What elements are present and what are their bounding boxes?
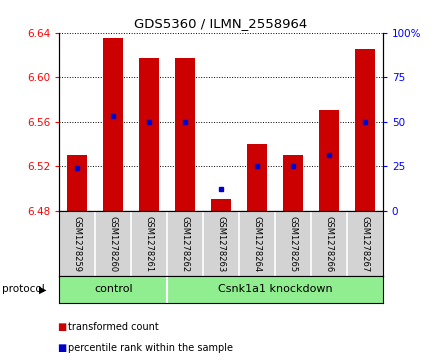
Bar [283, 155, 303, 211]
Text: protocol: protocol [2, 285, 45, 294]
Text: GSM1278259: GSM1278259 [73, 216, 82, 272]
Text: control: control [94, 285, 132, 294]
Text: Csnk1a1 knockdown: Csnk1a1 knockdown [218, 285, 332, 294]
Text: percentile rank within the sample: percentile rank within the sample [68, 343, 233, 354]
Title: GDS5360 / ILMN_2558964: GDS5360 / ILMN_2558964 [135, 17, 308, 30]
Bar [175, 58, 195, 211]
Text: GSM1278261: GSM1278261 [145, 216, 154, 272]
Text: GSM1278266: GSM1278266 [324, 216, 334, 272]
Bar [139, 58, 159, 211]
Text: GSM1278263: GSM1278263 [216, 216, 226, 272]
Text: transformed count: transformed count [68, 322, 159, 332]
Text: GSM1278260: GSM1278260 [109, 216, 118, 272]
Bar [319, 110, 339, 211]
Bar [103, 38, 123, 211]
Text: ■: ■ [57, 322, 66, 332]
Bar [355, 49, 375, 211]
Text: ▶: ▶ [39, 285, 47, 294]
Bar [247, 144, 267, 211]
Text: GSM1278264: GSM1278264 [253, 216, 261, 272]
Text: ■: ■ [57, 343, 66, 354]
Text: GSM1278262: GSM1278262 [181, 216, 190, 272]
Text: GSM1278267: GSM1278267 [360, 216, 369, 272]
Bar [211, 199, 231, 211]
Text: GSM1278265: GSM1278265 [289, 216, 297, 272]
Bar [67, 155, 87, 211]
